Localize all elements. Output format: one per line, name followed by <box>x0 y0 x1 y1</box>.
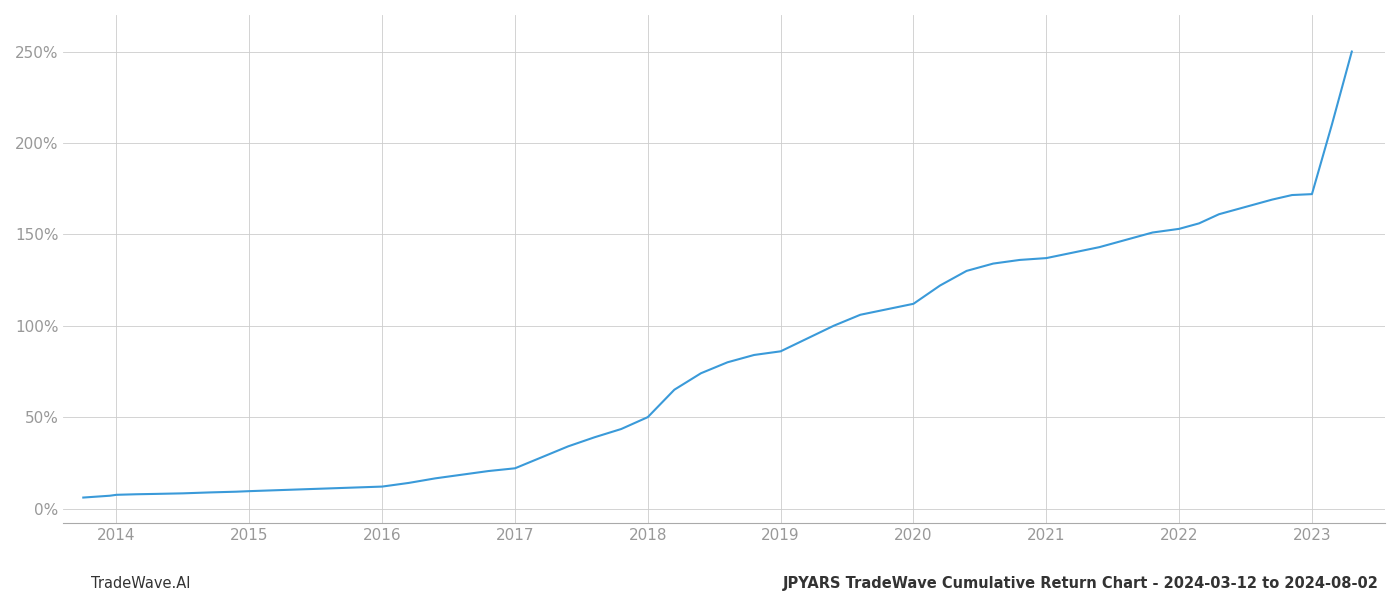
Text: TradeWave.AI: TradeWave.AI <box>91 576 190 591</box>
Text: JPYARS TradeWave Cumulative Return Chart - 2024-03-12 to 2024-08-02: JPYARS TradeWave Cumulative Return Chart… <box>783 576 1379 591</box>
